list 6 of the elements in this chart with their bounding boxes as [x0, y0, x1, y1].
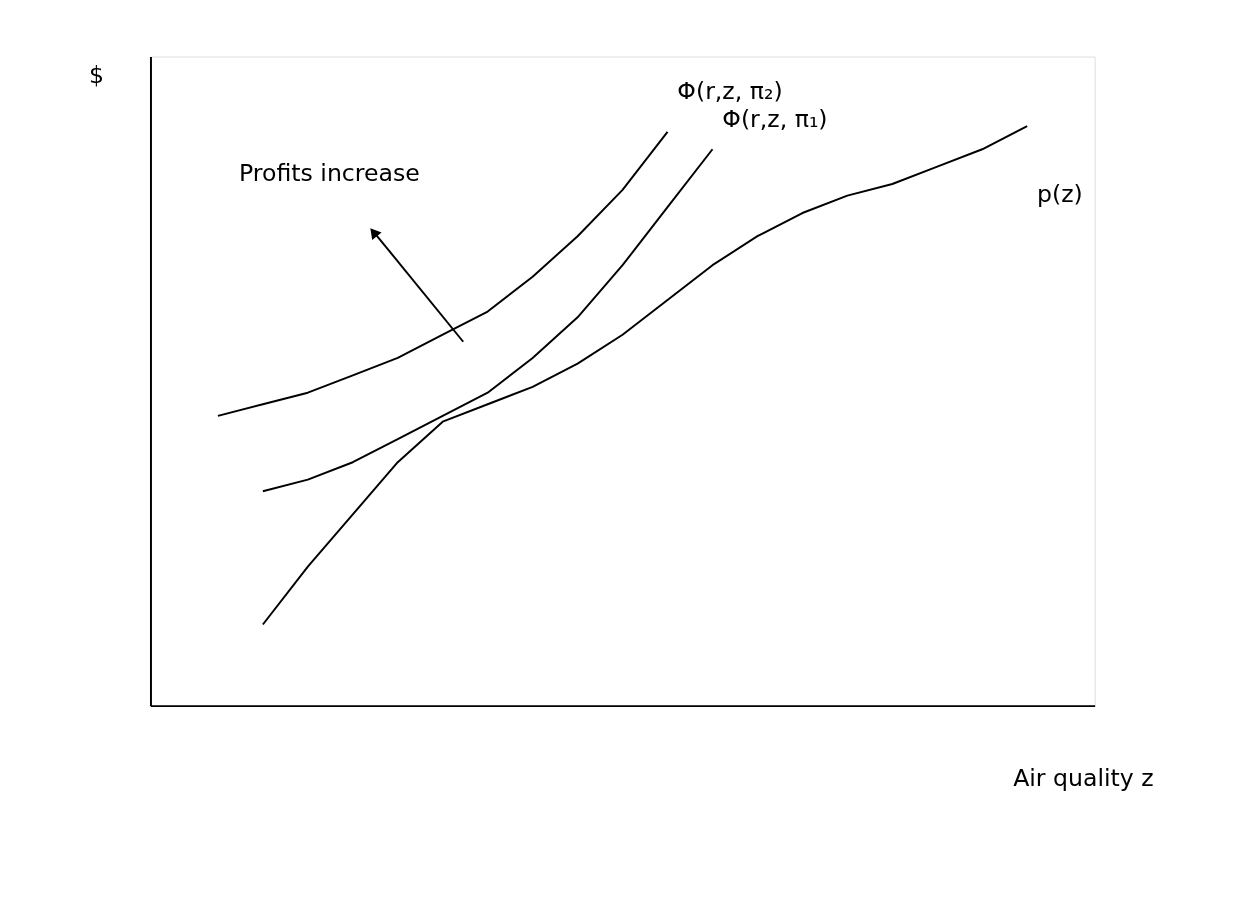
y-axis-title: $	[88, 61, 104, 90]
x-axis-title: Air quality z	[1013, 764, 1154, 793]
annotation: Profits increase	[238, 159, 420, 188]
series-label: Φ(r,z, π₂)	[677, 77, 783, 106]
series-label: Φ(r,z, π₁)	[722, 104, 828, 133]
text: p(z)	[1037, 179, 1083, 208]
